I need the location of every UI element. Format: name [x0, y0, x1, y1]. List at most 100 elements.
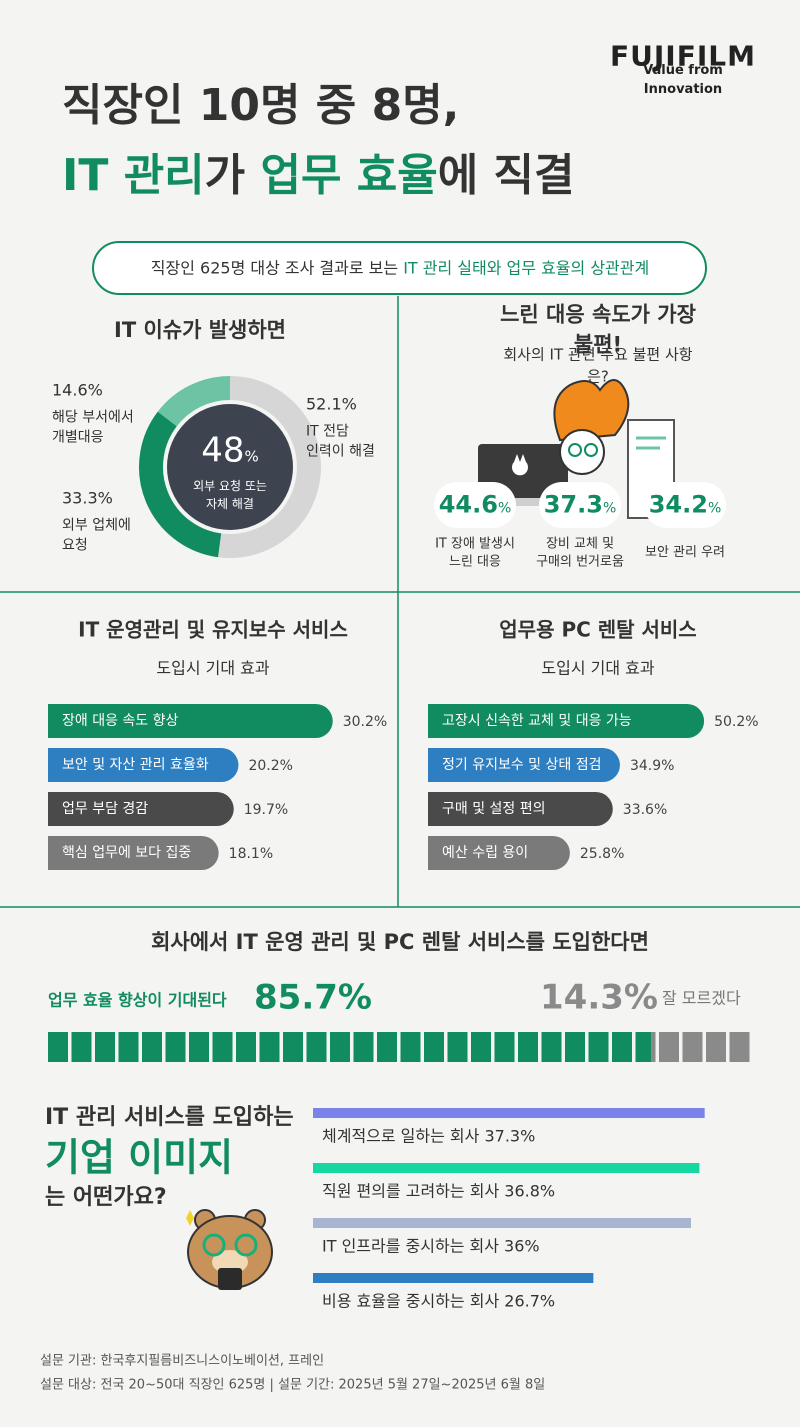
block-gap	[350, 1030, 354, 1064]
block-gap	[326, 1030, 330, 1064]
bar-label: 직원 편의를 고려하는 회사 36.8%	[322, 1179, 555, 1202]
value-label: 25.8%	[579, 845, 625, 862]
image-title: 기업 이미지	[45, 1130, 233, 1185]
brand-tagline: Value from Innovation	[643, 63, 723, 97]
value-label: 52.1%	[306, 394, 357, 414]
value-label: 14.6%	[52, 380, 103, 400]
value-label: 50.2%	[714, 713, 759, 730]
thin-bar	[313, 1218, 691, 1228]
callout-value: 44.6%	[439, 488, 512, 523]
callout-pill	[644, 482, 726, 528]
block-gap	[561, 1030, 565, 1064]
callout-unit: %	[497, 500, 512, 517]
segment-label: IT 전담 인력이 해결	[306, 423, 375, 460]
bar-label: 예산 수립 용이	[442, 844, 529, 861]
donut-center	[167, 404, 293, 530]
bar-label: 정기 유지보수 및 상태 점검	[442, 756, 602, 773]
bar	[411, 704, 705, 738]
bar-label: 비용 효율을 중시하는 회사 26.7%	[322, 1289, 555, 1312]
block-gap	[279, 1030, 283, 1064]
value-label: 19.7%	[243, 801, 289, 818]
section-subtitle: 도입시 기대 효과	[156, 658, 270, 678]
bar	[411, 748, 620, 782]
donut-segment	[157, 376, 231, 427]
center-label: 외부 요청 또는 자체 해결	[193, 479, 267, 511]
bar-name: 직원 편의를 고려하는 회사	[322, 1181, 500, 1201]
callout-value: 37.3%	[544, 488, 617, 523]
bar-label: 장애 대응 속도 향상	[62, 712, 179, 729]
thin-bar	[313, 1273, 594, 1283]
block-gap	[749, 1030, 753, 1064]
main-title: IT 관리가 업무 효율에 직결	[62, 144, 575, 208]
answer-value: 85.7%	[254, 977, 372, 1018]
value-label: 30.2%	[342, 713, 388, 730]
value-label: 36.8%	[504, 1181, 556, 1201]
callout-unit: %	[707, 500, 722, 517]
bar-cap	[28, 792, 48, 826]
bar-label: 핵심 업무에 보다 집중	[62, 844, 192, 861]
block-gap	[138, 1030, 142, 1064]
block-gap	[655, 1030, 659, 1064]
bar	[31, 748, 239, 782]
segment-label: 외부 업체에 요청	[62, 517, 131, 554]
section-title: IT 운영관리 및 유지보수 서비스	[78, 617, 348, 642]
segment-label: 해당 부서에서 개별대응	[52, 409, 134, 446]
image-title-part: 기업 이미지	[45, 1135, 234, 1180]
value-label: 18.1%	[228, 845, 274, 862]
bar-cap	[408, 836, 428, 870]
section-title: 업무용 PC 렌탈 서비스	[499, 617, 697, 642]
value-label: 20.2%	[248, 757, 293, 774]
bar-cap	[408, 792, 428, 826]
bar-label: 업무 부담 경감	[62, 800, 149, 817]
block-gap	[608, 1030, 612, 1064]
banner-text-part: 직장인 625명 대상 조사 결과로 보는	[150, 258, 404, 278]
bar-label: IT 인프라를 중시하는 회사 36%	[322, 1234, 540, 1257]
bar	[411, 836, 570, 870]
main-title: 직장인 10명 중 8명,	[62, 74, 459, 138]
image-title-part: IT 관리 서비스를 도입하는	[45, 1105, 294, 1131]
block-gap	[91, 1030, 95, 1064]
image-title: 는 어떤가요?	[45, 1182, 167, 1214]
answer-label: 업무 효율 향상이 기대된다	[48, 990, 227, 1010]
block-gap	[185, 1030, 189, 1064]
block-gap	[514, 1030, 518, 1064]
block-gap	[373, 1030, 377, 1064]
bar	[31, 836, 219, 870]
main-title-part: IT 관리	[62, 150, 205, 202]
section-subtitle: 회사의 IT 관련 주요 불편 사항은?	[503, 345, 693, 385]
answer-label: 잘 모르겠다	[662, 988, 741, 1008]
block-gap	[397, 1030, 401, 1064]
bar	[31, 792, 234, 826]
block-gap	[632, 1030, 636, 1064]
bar-label: 보안 및 자산 관리 효율화	[62, 756, 209, 773]
block-gap	[467, 1030, 471, 1064]
main-title-part: 업무 효율	[260, 150, 438, 202]
block-gap	[679, 1030, 683, 1064]
section-title: 느린 대응 속도가 가장 불편!	[500, 302, 696, 357]
image-title: IT 관리 서비스를 도입하는	[45, 1102, 294, 1134]
bar-cap	[408, 704, 428, 738]
bar-name: 체계적으로 일하는 회사	[322, 1126, 480, 1146]
block-gap	[726, 1030, 730, 1064]
center-unit: %	[244, 447, 259, 466]
center-value: 48%	[201, 426, 259, 475]
block-gap	[585, 1030, 589, 1064]
bear-illustration	[186, 1209, 273, 1290]
split-bar	[48, 1032, 652, 1062]
thin-bar	[313, 1163, 700, 1173]
callout-pill	[539, 482, 621, 528]
main-title-part: 에 직결	[437, 150, 575, 202]
block-gap	[256, 1030, 260, 1064]
block-gap	[209, 1030, 213, 1064]
banner-frame	[92, 241, 707, 295]
bar-cap	[408, 748, 428, 782]
section-title: 회사에서 IT 운영 관리 및 PC 렌탈 서비스를 도입한다면	[151, 929, 649, 954]
callout-label: 보안 관리 우려	[644, 545, 726, 561]
center-number: 48	[201, 430, 245, 471]
block-gap	[232, 1030, 236, 1064]
bar-name: IT 인프라를 중시하는 회사	[322, 1236, 499, 1256]
bar-label: 체계적으로 일하는 회사 37.3%	[322, 1124, 535, 1147]
banner-text-part: IT 관리 실태와 업무 효율의 상관관계	[403, 258, 650, 278]
